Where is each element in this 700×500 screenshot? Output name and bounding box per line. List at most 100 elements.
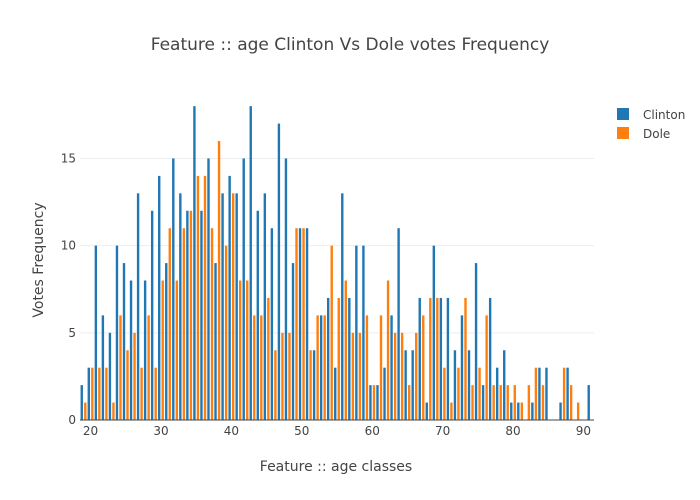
bar-dole[interactable] bbox=[323, 315, 326, 420]
bar-clinton[interactable] bbox=[488, 297, 492, 420]
bar-clinton[interactable] bbox=[143, 280, 147, 420]
bar-dole[interactable] bbox=[147, 315, 150, 420]
bar-clinton[interactable] bbox=[101, 315, 105, 420]
bar-clinton[interactable] bbox=[517, 402, 520, 420]
bar-dole[interactable] bbox=[520, 402, 524, 420]
bar-clinton[interactable] bbox=[186, 210, 189, 420]
bar-dole[interactable] bbox=[288, 332, 291, 420]
bar-clinton[interactable] bbox=[200, 210, 203, 420]
bar-clinton[interactable] bbox=[221, 193, 224, 420]
bar-dole[interactable] bbox=[513, 385, 516, 420]
bar-clinton[interactable] bbox=[214, 263, 217, 420]
bar-clinton[interactable] bbox=[566, 367, 569, 420]
bar-dole[interactable] bbox=[224, 245, 228, 420]
bar-dole[interactable] bbox=[534, 367, 538, 420]
bar-clinton[interactable] bbox=[587, 385, 590, 420]
bar-clinton[interactable] bbox=[348, 297, 351, 420]
bar-dole[interactable] bbox=[182, 228, 186, 420]
bar-clinton[interactable] bbox=[327, 297, 330, 420]
bar-dole[interactable] bbox=[499, 385, 502, 420]
bar-dole[interactable] bbox=[541, 385, 545, 420]
bar-clinton[interactable] bbox=[305, 228, 309, 420]
bar-clinton[interactable] bbox=[115, 245, 119, 420]
bar-dole[interactable] bbox=[344, 280, 347, 420]
bar-dole[interactable] bbox=[457, 367, 460, 420]
bar-dole[interactable] bbox=[506, 385, 509, 420]
bar-dole[interactable] bbox=[260, 315, 263, 420]
bar-dole[interactable] bbox=[422, 315, 425, 420]
bar-dole[interactable] bbox=[485, 315, 488, 420]
bar-dole[interactable] bbox=[450, 402, 453, 420]
bar-dole[interactable] bbox=[562, 367, 566, 420]
bar-dole[interactable] bbox=[527, 385, 531, 420]
bar-dole[interactable] bbox=[295, 228, 298, 420]
bar-clinton[interactable] bbox=[242, 158, 245, 420]
bar-dole[interactable] bbox=[372, 385, 376, 420]
bar-dole[interactable] bbox=[246, 280, 249, 420]
bar-dole[interactable] bbox=[267, 297, 270, 420]
bar-dole[interactable] bbox=[203, 175, 207, 420]
bar-dole[interactable] bbox=[393, 332, 397, 420]
bar-dole[interactable] bbox=[91, 367, 94, 420]
bar-clinton[interactable] bbox=[460, 315, 464, 420]
bar-dole[interactable] bbox=[386, 280, 390, 420]
legend-item-clinton[interactable]: Clinton bbox=[617, 108, 685, 122]
bar-dole[interactable] bbox=[196, 175, 200, 420]
bar-clinton[interactable] bbox=[538, 367, 541, 420]
bar-clinton[interactable] bbox=[235, 193, 238, 420]
bar-dole[interactable] bbox=[105, 367, 108, 420]
bar-clinton[interactable] bbox=[150, 210, 154, 420]
bar-dole[interactable] bbox=[281, 332, 284, 420]
bar-dole[interactable] bbox=[112, 402, 115, 420]
bar-clinton[interactable] bbox=[94, 245, 98, 420]
bar-dole[interactable] bbox=[231, 193, 235, 420]
bar-clinton[interactable] bbox=[136, 193, 140, 420]
bar-dole[interactable] bbox=[217, 141, 221, 420]
bar-dole[interactable] bbox=[358, 332, 362, 420]
bar-dole[interactable] bbox=[168, 228, 171, 420]
bar-clinton[interactable] bbox=[334, 367, 337, 420]
bar-clinton[interactable] bbox=[341, 193, 344, 420]
bar-clinton[interactable] bbox=[474, 263, 478, 420]
bar-clinton[interactable] bbox=[559, 402, 562, 420]
bar-clinton[interactable] bbox=[87, 367, 90, 420]
bar-clinton[interactable] bbox=[390, 315, 393, 420]
bar-clinton[interactable] bbox=[453, 350, 457, 420]
bar-dole[interactable] bbox=[309, 350, 312, 420]
bar-dole[interactable] bbox=[400, 332, 404, 420]
legend-item-dole[interactable]: Dole bbox=[617, 127, 670, 141]
bar-dole[interactable] bbox=[133, 332, 136, 420]
bar-clinton[interactable] bbox=[467, 350, 471, 420]
bar-clinton[interactable] bbox=[172, 158, 175, 420]
bar-clinton[interactable] bbox=[439, 297, 443, 420]
bar-clinton[interactable] bbox=[362, 245, 365, 420]
bar-clinton[interactable] bbox=[249, 106, 252, 421]
bar-dole[interactable] bbox=[316, 315, 319, 420]
bar-dole[interactable] bbox=[161, 280, 164, 420]
bar-dole[interactable] bbox=[429, 297, 432, 420]
bar-dole[interactable] bbox=[330, 245, 333, 420]
bar-dole[interactable] bbox=[415, 332, 418, 420]
bar-dole[interactable] bbox=[379, 315, 383, 420]
bar-clinton[interactable] bbox=[291, 263, 295, 420]
bar-dole[interactable] bbox=[210, 228, 214, 420]
bar-dole[interactable] bbox=[443, 367, 446, 420]
bar-dole[interactable] bbox=[175, 280, 179, 420]
bar-clinton[interactable] bbox=[418, 297, 421, 420]
bar-clinton[interactable] bbox=[510, 402, 513, 420]
bar-clinton[interactable] bbox=[298, 228, 302, 420]
bar-clinton[interactable] bbox=[284, 158, 288, 420]
bar-dole[interactable] bbox=[365, 315, 369, 420]
bar-clinton[interactable] bbox=[207, 158, 210, 420]
bar-clinton[interactable] bbox=[503, 350, 506, 420]
bar-clinton[interactable] bbox=[383, 367, 386, 420]
bar-clinton[interactable] bbox=[108, 332, 112, 420]
bar-dole[interactable] bbox=[119, 315, 122, 420]
bar-dole[interactable] bbox=[84, 402, 87, 420]
bar-clinton[interactable] bbox=[256, 210, 259, 420]
bar-dole[interactable] bbox=[407, 385, 411, 420]
bar-clinton[interactable] bbox=[80, 385, 83, 420]
bar-clinton[interactable] bbox=[158, 175, 161, 420]
bar-clinton[interactable] bbox=[228, 175, 231, 420]
bar-clinton[interactable] bbox=[263, 193, 267, 420]
